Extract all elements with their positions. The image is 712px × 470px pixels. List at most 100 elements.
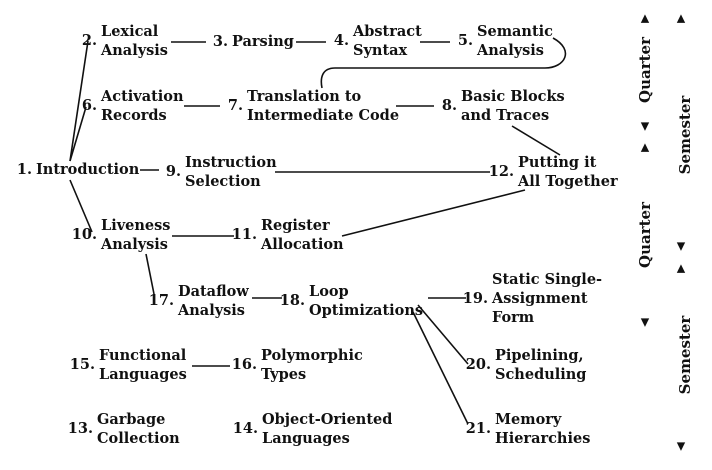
- node-label-line: Scheduling: [495, 366, 587, 383]
- node-label-line: Activation: [101, 88, 184, 105]
- node-label-line: Analysis: [178, 302, 245, 319]
- node-label-line: Types: [261, 366, 307, 383]
- node-semantic-analysis: 5. Semantic Analysis: [458, 22, 554, 60]
- node-pipelining-scheduling: 20. Pipelining, Scheduling: [466, 346, 587, 384]
- node-label-line: Semantic: [477, 23, 554, 40]
- node-polymorphic-types: 16. Polymorphic Types: [232, 346, 363, 384]
- node-label-line: Analysis: [101, 42, 168, 59]
- node-object-oriented-languages: 14. Object-Oriented Languages: [233, 410, 393, 448]
- node-memory-hierarchies: 21. Memory Hierarchies: [466, 410, 591, 448]
- node-liveness-analysis: 10. Liveness Analysis: [72, 216, 171, 254]
- node-garbage-collection: 13. Garbage Collection: [68, 410, 180, 448]
- node-number: 11.: [231, 226, 257, 243]
- node-label-line: Hierarchies: [495, 430, 591, 447]
- node-dataflow-analysis: 17. Dataflow Analysis: [149, 282, 249, 320]
- node-introduction: 1. Introduction: [17, 160, 140, 179]
- node-label-line: Assignment: [492, 290, 588, 307]
- node-label-line: Records: [101, 107, 167, 124]
- node-label-line: Introduction: [36, 161, 140, 178]
- node-label-line: Memory: [495, 411, 562, 428]
- node-label-line: Allocation: [261, 236, 344, 253]
- node-number: 21.: [465, 420, 491, 437]
- arrow-up-icon: ▲: [640, 11, 650, 25]
- node-putting-it-all-together: 12. Putting it All Together: [489, 153, 618, 191]
- node-label-line: Intermediate Code: [247, 107, 400, 124]
- node-label-line: Register: [261, 217, 330, 234]
- node-label-line: Object-Oriented: [262, 411, 393, 428]
- node-label-line: Parsing: [232, 33, 294, 50]
- edge-n18-n21: [412, 311, 469, 425]
- node-label-line: Abstract: [353, 23, 422, 40]
- node-number: 3.: [212, 33, 228, 50]
- node-label-line: Form: [492, 309, 535, 326]
- node-number: 6.: [81, 97, 97, 114]
- side-label-semester-bottom: Semester: [676, 315, 694, 395]
- node-number: 12.: [488, 163, 514, 180]
- node-label-line: Garbage: [97, 411, 166, 428]
- node-number: 18.: [279, 292, 305, 309]
- node-label-line: Instruction: [185, 154, 277, 171]
- side-label-quarter-top: Quarter: [636, 37, 654, 103]
- node-number: 7.: [227, 97, 243, 114]
- arrow-down-icon: ▼: [676, 439, 686, 453]
- node-label-line: Static Single-: [492, 271, 603, 288]
- node-label-line: Selection: [185, 173, 261, 190]
- node-number: 13.: [67, 420, 93, 437]
- node-number: 2.: [81, 32, 97, 49]
- node-loop-optimizations: 18. Loop Optimizations: [280, 282, 423, 320]
- node-label-line: Basic Blocks: [461, 88, 565, 105]
- node-label-line: Polymorphic: [261, 347, 363, 364]
- edge-n5-n7: [320, 37, 567, 89]
- node-instruction-selection: 9. Instruction Selection: [166, 153, 277, 191]
- edge-n11-n12: [341, 189, 526, 237]
- node-label-line: and Traces: [461, 107, 550, 124]
- node-label-line: Syntax: [353, 42, 408, 59]
- node-label-line: Analysis: [101, 236, 168, 253]
- node-functional-languages: 15. Functional Languages: [70, 346, 187, 384]
- node-number: 5.: [457, 32, 473, 49]
- edge-n8-n12: [511, 125, 561, 156]
- node-label-line: Languages: [99, 366, 187, 383]
- node-label-line: Collection: [97, 430, 180, 447]
- node-number: 16.: [231, 356, 257, 373]
- node-lexical-analysis: 2. Lexical Analysis: [82, 22, 168, 60]
- edge-n18-n20: [417, 304, 469, 365]
- node-register-allocation: 11. Register Allocation: [232, 216, 344, 254]
- node-parsing: 3. Parsing: [213, 32, 294, 51]
- node-activation-records: 6. Activation Records: [82, 87, 184, 125]
- arrow-up-icon: ▲: [676, 261, 686, 275]
- node-label-line: Liveness: [101, 217, 171, 234]
- node-label-line: Languages: [262, 430, 350, 447]
- edge-n1-n2: [69, 40, 89, 162]
- node-label-line: Functional: [99, 347, 187, 364]
- node-number: 17.: [148, 292, 174, 309]
- node-label-line: Lexical: [101, 23, 159, 40]
- node-basic-blocks-traces: 8. Basic Blocks and Traces: [442, 87, 565, 125]
- node-label-line: Putting it: [518, 154, 597, 171]
- node-number: 1.: [16, 161, 32, 178]
- node-number: 14.: [232, 420, 258, 437]
- edge-n10-n17: [145, 253, 155, 295]
- node-number: 10.: [71, 226, 97, 243]
- node-number: 15.: [69, 356, 95, 373]
- arrow-down-icon: ▼: [640, 315, 650, 329]
- arrow-up-icon: ▲: [640, 140, 650, 154]
- node-number: 9.: [165, 163, 181, 180]
- node-label-line: Dataflow: [178, 283, 249, 300]
- node-static-single-assignment: 19. Static Single- Assignment Form: [463, 270, 603, 327]
- arrow-up-icon: ▲: [676, 11, 686, 25]
- node-label-line: Loop: [309, 283, 349, 300]
- arrow-down-icon: ▼: [640, 119, 650, 133]
- node-label-line: Pipelining,: [495, 347, 584, 364]
- side-label-semester-top: Semester: [676, 95, 694, 175]
- side-label-quarter-bottom: Quarter: [636, 202, 654, 268]
- node-number: 8.: [441, 97, 457, 114]
- node-number: 19.: [462, 290, 488, 307]
- node-label-line: Translation to: [247, 88, 362, 105]
- node-number: 4.: [333, 32, 349, 49]
- node-label-line: Analysis: [477, 42, 544, 59]
- edge-n1-n10: [69, 179, 93, 233]
- arrow-down-icon: ▼: [676, 239, 686, 253]
